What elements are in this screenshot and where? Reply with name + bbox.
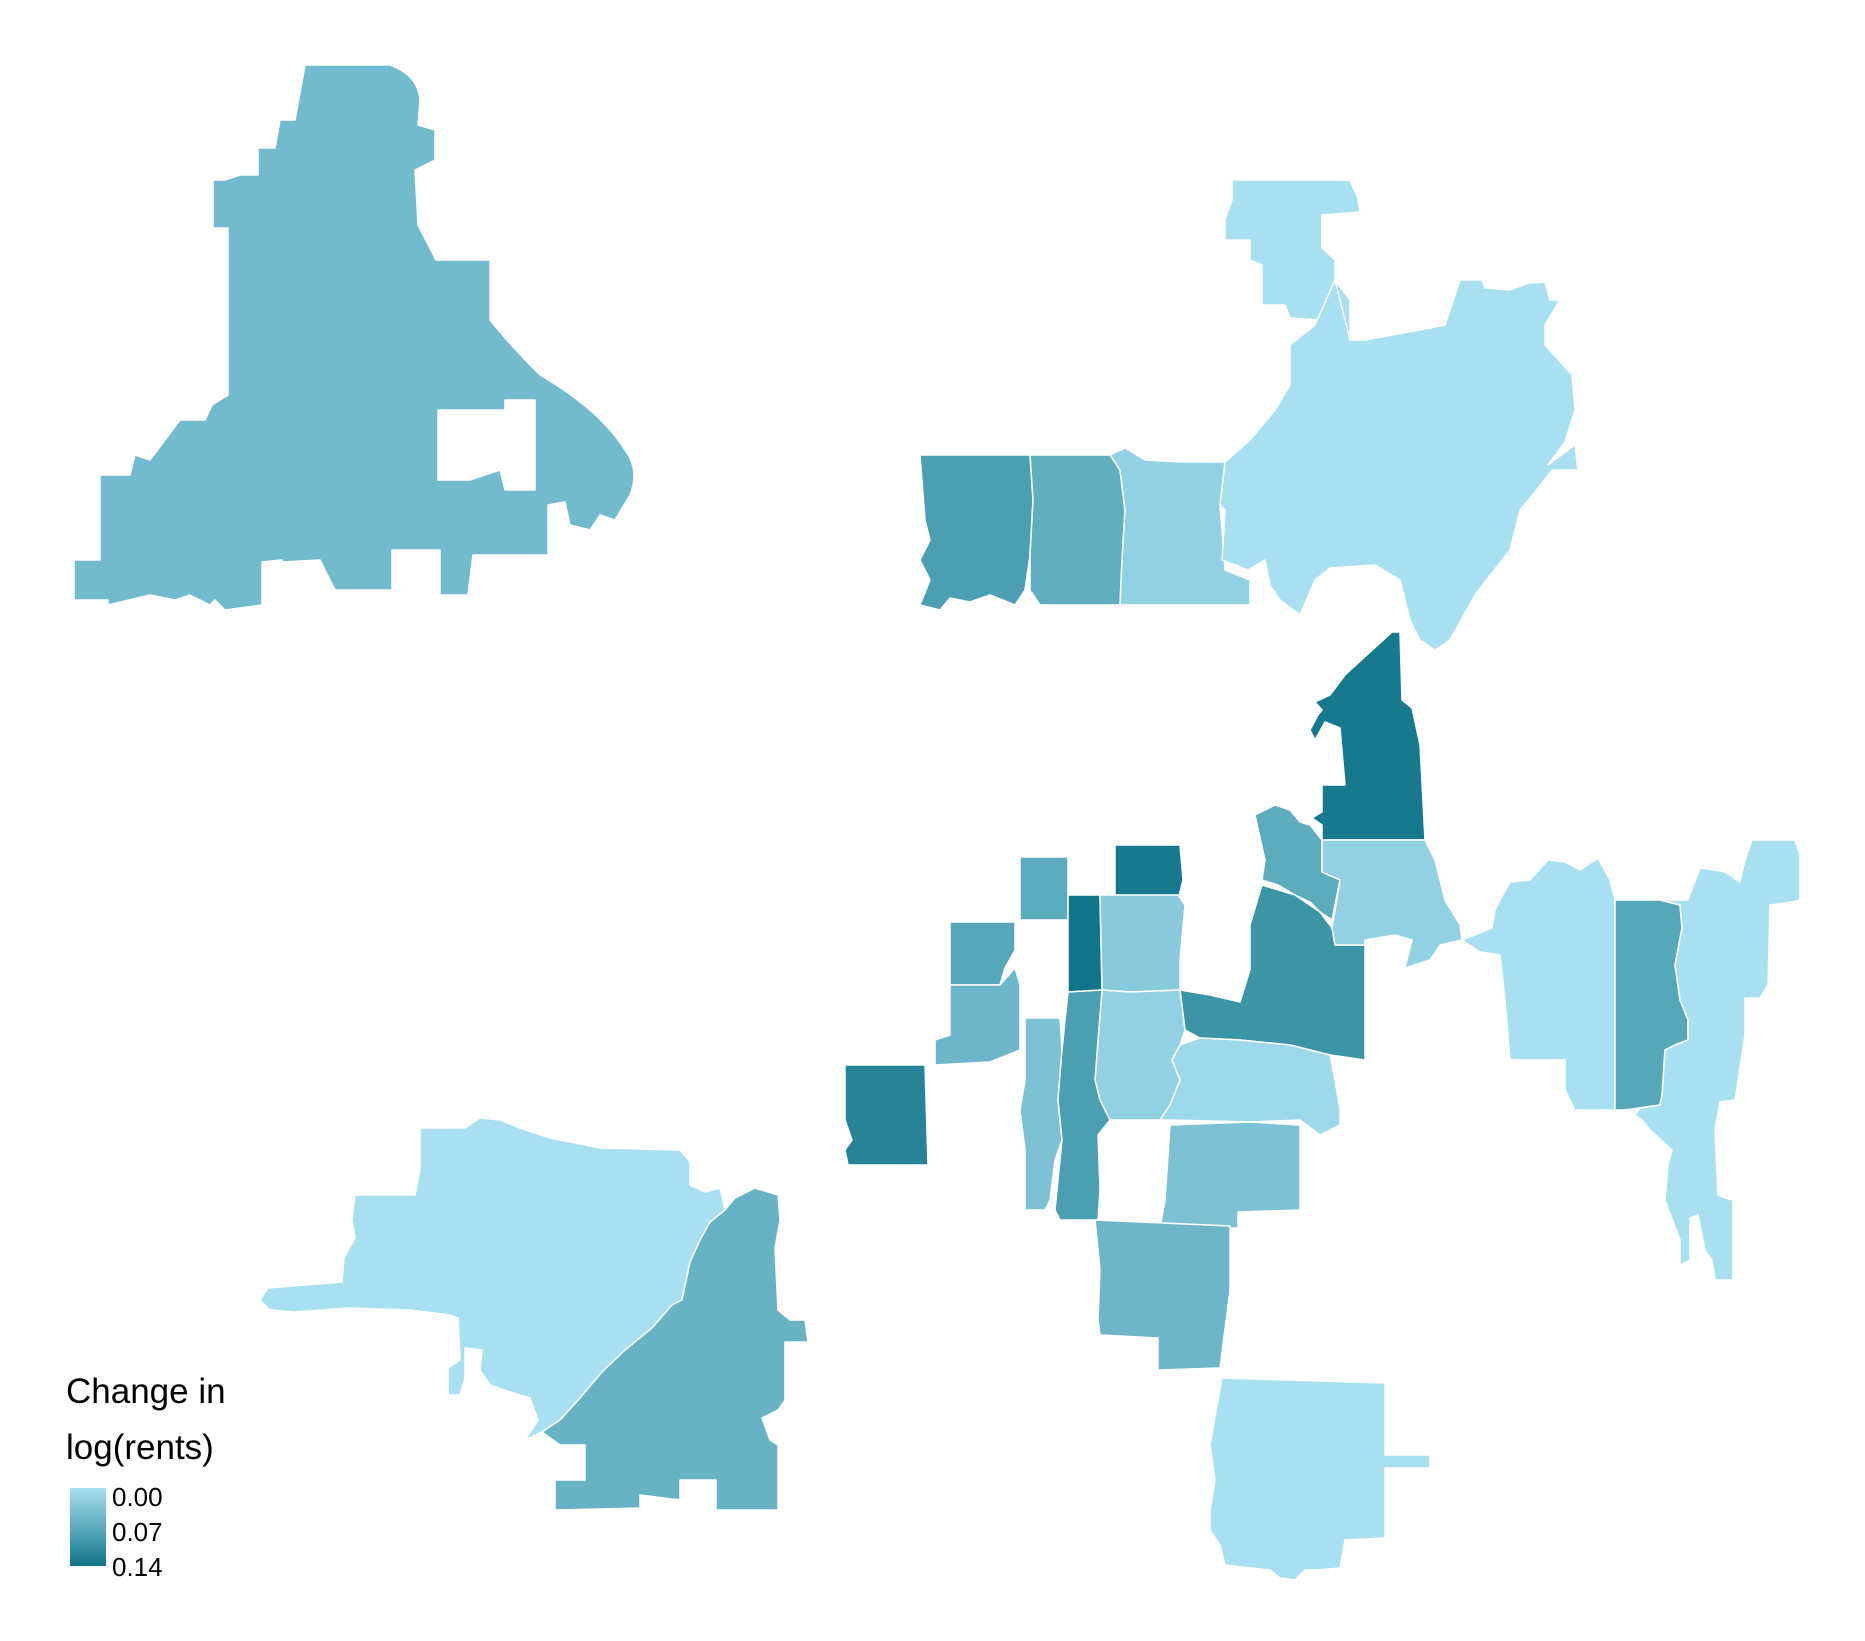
east-region-west (1461, 857, 1616, 1111)
southwest-dark-block (844, 1064, 929, 1166)
legend-tick-low: 0.00 (112, 1482, 163, 1512)
central-thin-strip-west (1019, 1017, 1063, 1211)
legend-colorbar-area: 0.00 0.07 0.14 (66, 1484, 226, 1582)
central-narrow-dark-strip (1067, 894, 1103, 993)
central-thin-strip-east (1054, 989, 1111, 1221)
northwest-large-region (73, 64, 635, 611)
southwest-medium-region (541, 1187, 809, 1511)
north-center-west-block (919, 454, 1034, 611)
south-light-block (1209, 1377, 1431, 1581)
legend: Change in log(rents) 0.00 0.07 0.14 (66, 1364, 226, 1582)
legend-title-line2: log(rents) (66, 1428, 214, 1467)
north-center-east-block (1109, 447, 1251, 606)
southwest-large-light-region (259, 1117, 726, 1441)
central-small-top-block (1019, 856, 1069, 921)
central-dark-top-block (1114, 844, 1184, 901)
legend-tick-high: 0.14 (112, 1552, 163, 1582)
east-region-east (1634, 839, 1801, 1281)
south-center-block (1094, 1219, 1231, 1371)
legend-tick-mid: 0.07 (112, 1517, 163, 1547)
central-south-block (1159, 1037, 1341, 1136)
northeast-large-region (1219, 279, 1579, 651)
legend-title-line1: Change in (66, 1372, 226, 1411)
north-center-middle-block (1029, 454, 1126, 606)
legend-colorbar (70, 1488, 106, 1566)
central-east-light-block (1321, 839, 1463, 969)
central-southeast-block (1159, 1121, 1301, 1229)
central-west-upper-block (949, 921, 1016, 986)
central-peninsula-region (1309, 631, 1426, 841)
central-light-block (1099, 894, 1186, 993)
central-west-lower-block (934, 967, 1021, 1066)
